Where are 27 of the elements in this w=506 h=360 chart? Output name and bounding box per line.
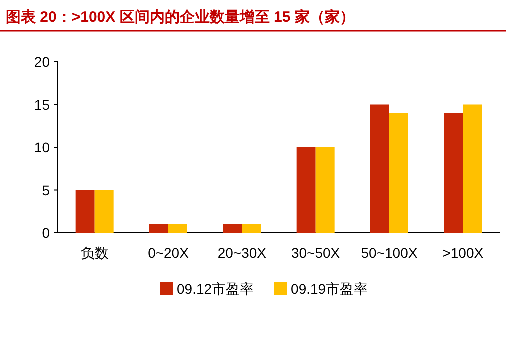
bar [316, 148, 335, 233]
y-tick-label: 5 [42, 182, 50, 198]
x-tick-label: 负数 [80, 245, 109, 261]
y-tick-label: 20 [34, 54, 50, 70]
x-tick-label: 20~30X [218, 245, 268, 261]
bar [390, 113, 408, 233]
bar [223, 224, 242, 233]
bar [463, 104, 482, 233]
y-tick-label: 15 [34, 96, 50, 113]
bar [150, 224, 168, 233]
y-tick-label: 10 [34, 140, 50, 156]
legend-label: 09.12市盈率 [177, 281, 254, 297]
bar [296, 148, 316, 233]
plot: 0 5 10 15 20 负数 0~20X 20~30X 30~50X 50~100X >100X [34, 54, 500, 261]
bar [242, 224, 262, 233]
bar [94, 190, 114, 233]
x-tick-label: 30~50X [291, 245, 341, 261]
bar [76, 190, 95, 233]
x-tick-label: >100X [442, 245, 484, 261]
bar [370, 104, 390, 233]
x-tick-label: 50~100X [361, 245, 418, 261]
bar [168, 224, 188, 233]
bar [444, 113, 464, 233]
x-tick-label: 0~20X [148, 245, 190, 261]
title: 图表 20：>100X 区间内的企业数量增至 15 家（家） [6, 9, 355, 26]
legend-label: 09.19市盈率 [291, 281, 368, 297]
y-tick-label: 0 [42, 225, 50, 241]
